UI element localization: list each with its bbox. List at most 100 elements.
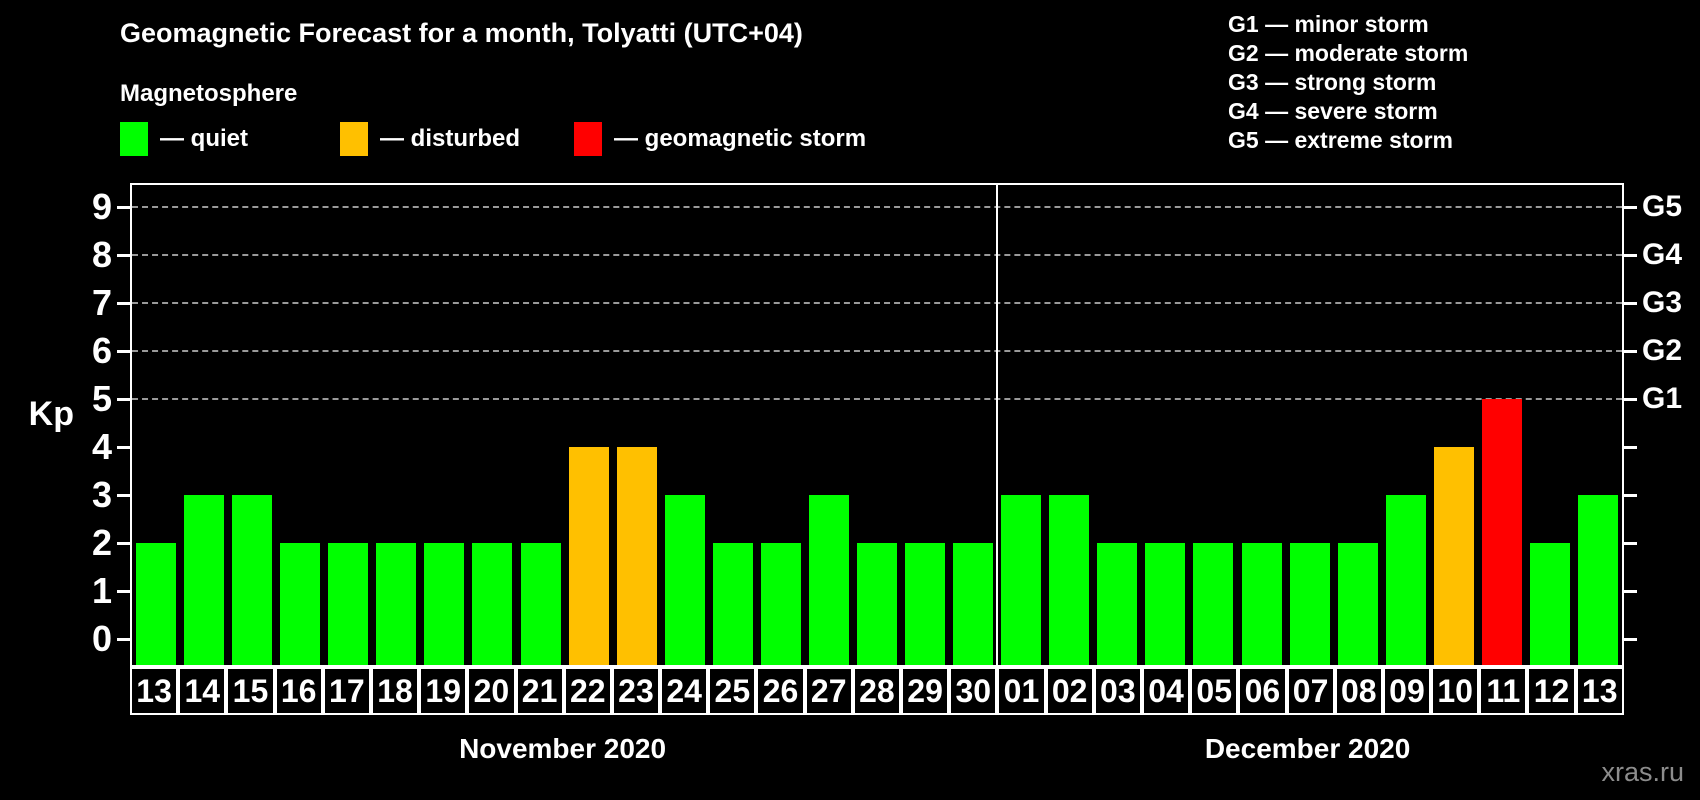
y-axis-tick <box>117 254 130 257</box>
kp-bar <box>424 543 465 665</box>
right-axis-tick <box>1624 494 1637 497</box>
date-cell: 03 <box>1093 667 1142 715</box>
date-cell: 05 <box>1190 667 1239 715</box>
legend-item-disturbed: — disturbed <box>340 120 520 158</box>
g-legend-line-g4: G4 — severe storm <box>1228 98 1438 124</box>
date-cell: 11 <box>1479 667 1528 715</box>
g-level-label: G5 <box>1642 190 1683 223</box>
kp-bar <box>1001 495 1042 665</box>
right-axis-tick <box>1624 302 1637 305</box>
date-cell: 21 <box>515 667 564 715</box>
date-cell: 16 <box>274 667 323 715</box>
y-axis-tick <box>117 590 130 593</box>
kp-bar <box>1385 495 1426 665</box>
y-tick-label: 8 <box>91 234 112 275</box>
y-axis-tick <box>117 350 130 353</box>
date-cell: 30 <box>949 667 998 715</box>
date-cell: 19 <box>419 667 468 715</box>
date-cell: 20 <box>467 667 516 715</box>
month-separator <box>996 185 999 665</box>
legend-storm-label: — geomagnetic storm <box>614 125 867 152</box>
g-level-label: G1 <box>1642 382 1683 415</box>
y-tick-label: 3 <box>91 474 112 515</box>
date-cell: 06 <box>1238 667 1287 715</box>
g-level-label: G4 <box>1642 238 1683 271</box>
date-cell: 13 <box>1575 667 1624 715</box>
y-tick-label: 9 <box>91 186 112 227</box>
date-cell: 08 <box>1334 667 1383 715</box>
kp-bar <box>616 447 657 665</box>
g-level-label: G2 <box>1642 334 1683 367</box>
kp-bar <box>472 543 513 665</box>
kp-bar <box>1337 543 1378 665</box>
g-legend-line-g5: G5 — extreme storm <box>1228 127 1453 153</box>
kp-bar <box>857 543 897 665</box>
kp-bar <box>376 543 417 665</box>
g-legend-line-g3: G3 — strong storm <box>1228 69 1437 95</box>
date-cell: 27 <box>804 667 853 715</box>
date-cell: 09 <box>1382 667 1432 715</box>
kp-bar <box>1289 543 1330 665</box>
right-axis-tick <box>1624 638 1637 641</box>
legend-item-storm: — geomagnetic storm <box>574 120 866 158</box>
x-axis-date-row: 13 14 15 16 17 18 19 20 21 22 23 24 25 26 27 28 29 30 01 02… <box>130 667 1624 715</box>
g-legend-line-g1: G1 — minor storm <box>1228 11 1429 37</box>
kp-bar <box>1097 543 1138 665</box>
gridline <box>132 398 1622 400</box>
xras-watermark-link[interactable]: xras.ru <box>1601 757 1684 787</box>
magnetosphere-label: Magnetosphere <box>120 80 298 107</box>
date-cell: 25 <box>708 667 757 715</box>
kp-bar <box>905 543 946 665</box>
kp-bar <box>232 495 273 665</box>
kp-bar <box>568 447 609 665</box>
y-tick-label: 1 <box>91 570 112 611</box>
disturbed-color-swatch <box>340 122 368 156</box>
date-cell: 02 <box>1045 667 1094 715</box>
date-cell: 04 <box>1141 667 1191 715</box>
legend-disturbed-label: — disturbed <box>380 125 521 152</box>
y-tick-label: 5 <box>91 378 112 419</box>
chart-title: Geomagnetic Forecast for a month, Tolyat… <box>120 18 803 48</box>
y-axis-title: Kp <box>28 395 74 433</box>
right-axis-tick <box>1624 350 1637 353</box>
kp-bar <box>1481 399 1522 665</box>
kp-bar <box>136 543 177 665</box>
y-axis-tick <box>117 542 130 545</box>
date-cell: 18 <box>370 667 420 715</box>
kp-bar <box>1145 543 1186 665</box>
date-cell: 14 <box>178 667 227 715</box>
date-cell: 22 <box>563 667 612 715</box>
kp-bar <box>664 495 705 665</box>
g-level-label: G3 <box>1642 286 1683 319</box>
date-cell: 29 <box>901 667 950 715</box>
date-cell: 17 <box>322 667 371 715</box>
kp-bar <box>520 543 561 665</box>
y-axis-tick <box>117 494 130 497</box>
y-axis-tick <box>117 206 130 209</box>
kp-bar <box>280 543 321 665</box>
kp-bar <box>1193 543 1234 665</box>
date-cell: 23 <box>611 667 661 715</box>
kp-bar <box>328 543 369 665</box>
right-axis-tick <box>1624 590 1637 593</box>
right-axis-tick <box>1624 542 1637 545</box>
date-cell: 01 <box>997 667 1046 715</box>
month-label: December 2020 <box>1204 733 1411 764</box>
kp-bar <box>1049 495 1090 665</box>
right-axis-tick <box>1624 206 1637 209</box>
date-cell: 12 <box>1527 667 1576 715</box>
gridline <box>132 206 1622 208</box>
storm-color-swatch <box>574 122 602 156</box>
kp-bar <box>760 543 801 665</box>
y-tick-label: 7 <box>91 282 112 323</box>
y-tick-label: 6 <box>91 330 112 371</box>
legend-item-quiet: — quiet <box>120 120 248 158</box>
date-cell: 24 <box>660 667 709 715</box>
date-cell: 07 <box>1286 667 1335 715</box>
month-label: November 2020 <box>459 733 667 764</box>
legend-quiet-label: — quiet <box>160 125 248 152</box>
gridline <box>132 350 1622 352</box>
date-cell: 10 <box>1431 667 1480 715</box>
date-cell: 28 <box>852 667 901 715</box>
y-tick-label: 2 <box>91 522 112 563</box>
